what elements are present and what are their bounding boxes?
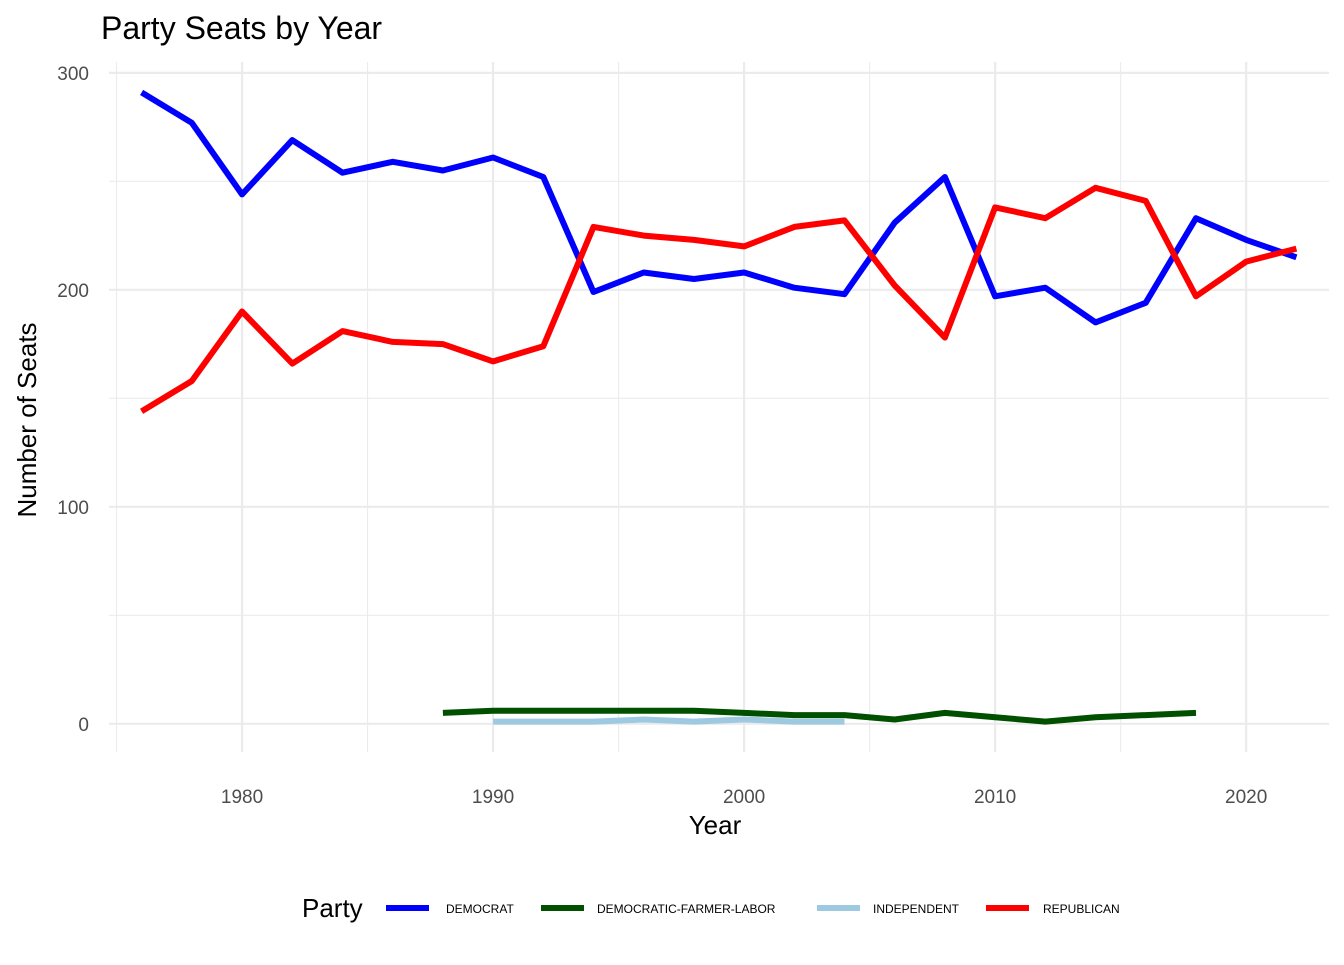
x-axis-title: Year <box>689 810 742 840</box>
x-tick-label: 2000 <box>723 787 765 808</box>
x-tick-label: 2010 <box>974 787 1016 808</box>
series-lines <box>140 89 1298 725</box>
y-tick-label: 200 <box>57 281 89 302</box>
legend: Party DEMOCRAT DEMOCRATIC-FARMER-LABOR IND… <box>302 893 1120 923</box>
x-tick-label: 1990 <box>472 787 514 808</box>
y-tick-label: 0 <box>78 715 89 736</box>
legend-label: INDEPENDENT <box>873 902 960 916</box>
y-axis-ticks: 0 100 200 300 <box>57 64 89 736</box>
x-axis-ticks: 1980 1990 2000 2010 2020 <box>221 787 1267 808</box>
series-line <box>493 716 845 725</box>
legend-label: DEMOCRATIC-FARMER-LABOR <box>597 902 776 916</box>
legend-label: DEMOCRAT <box>446 902 514 916</box>
series-line <box>140 184 1298 414</box>
gridlines <box>109 62 1329 752</box>
legend-title: Party <box>302 893 363 923</box>
y-tick-label: 300 <box>57 64 89 85</box>
x-tick-label: 2020 <box>1225 787 1267 808</box>
x-tick-label: 1980 <box>221 787 263 808</box>
y-tick-label: 100 <box>57 498 89 519</box>
chart-title: Party Seats by Year <box>101 10 382 46</box>
series-line <box>140 89 1298 326</box>
y-axis-title: Number of Seats <box>12 322 42 517</box>
series-line <box>442 707 1197 725</box>
legend-label: REPUBLICAN <box>1043 902 1120 916</box>
